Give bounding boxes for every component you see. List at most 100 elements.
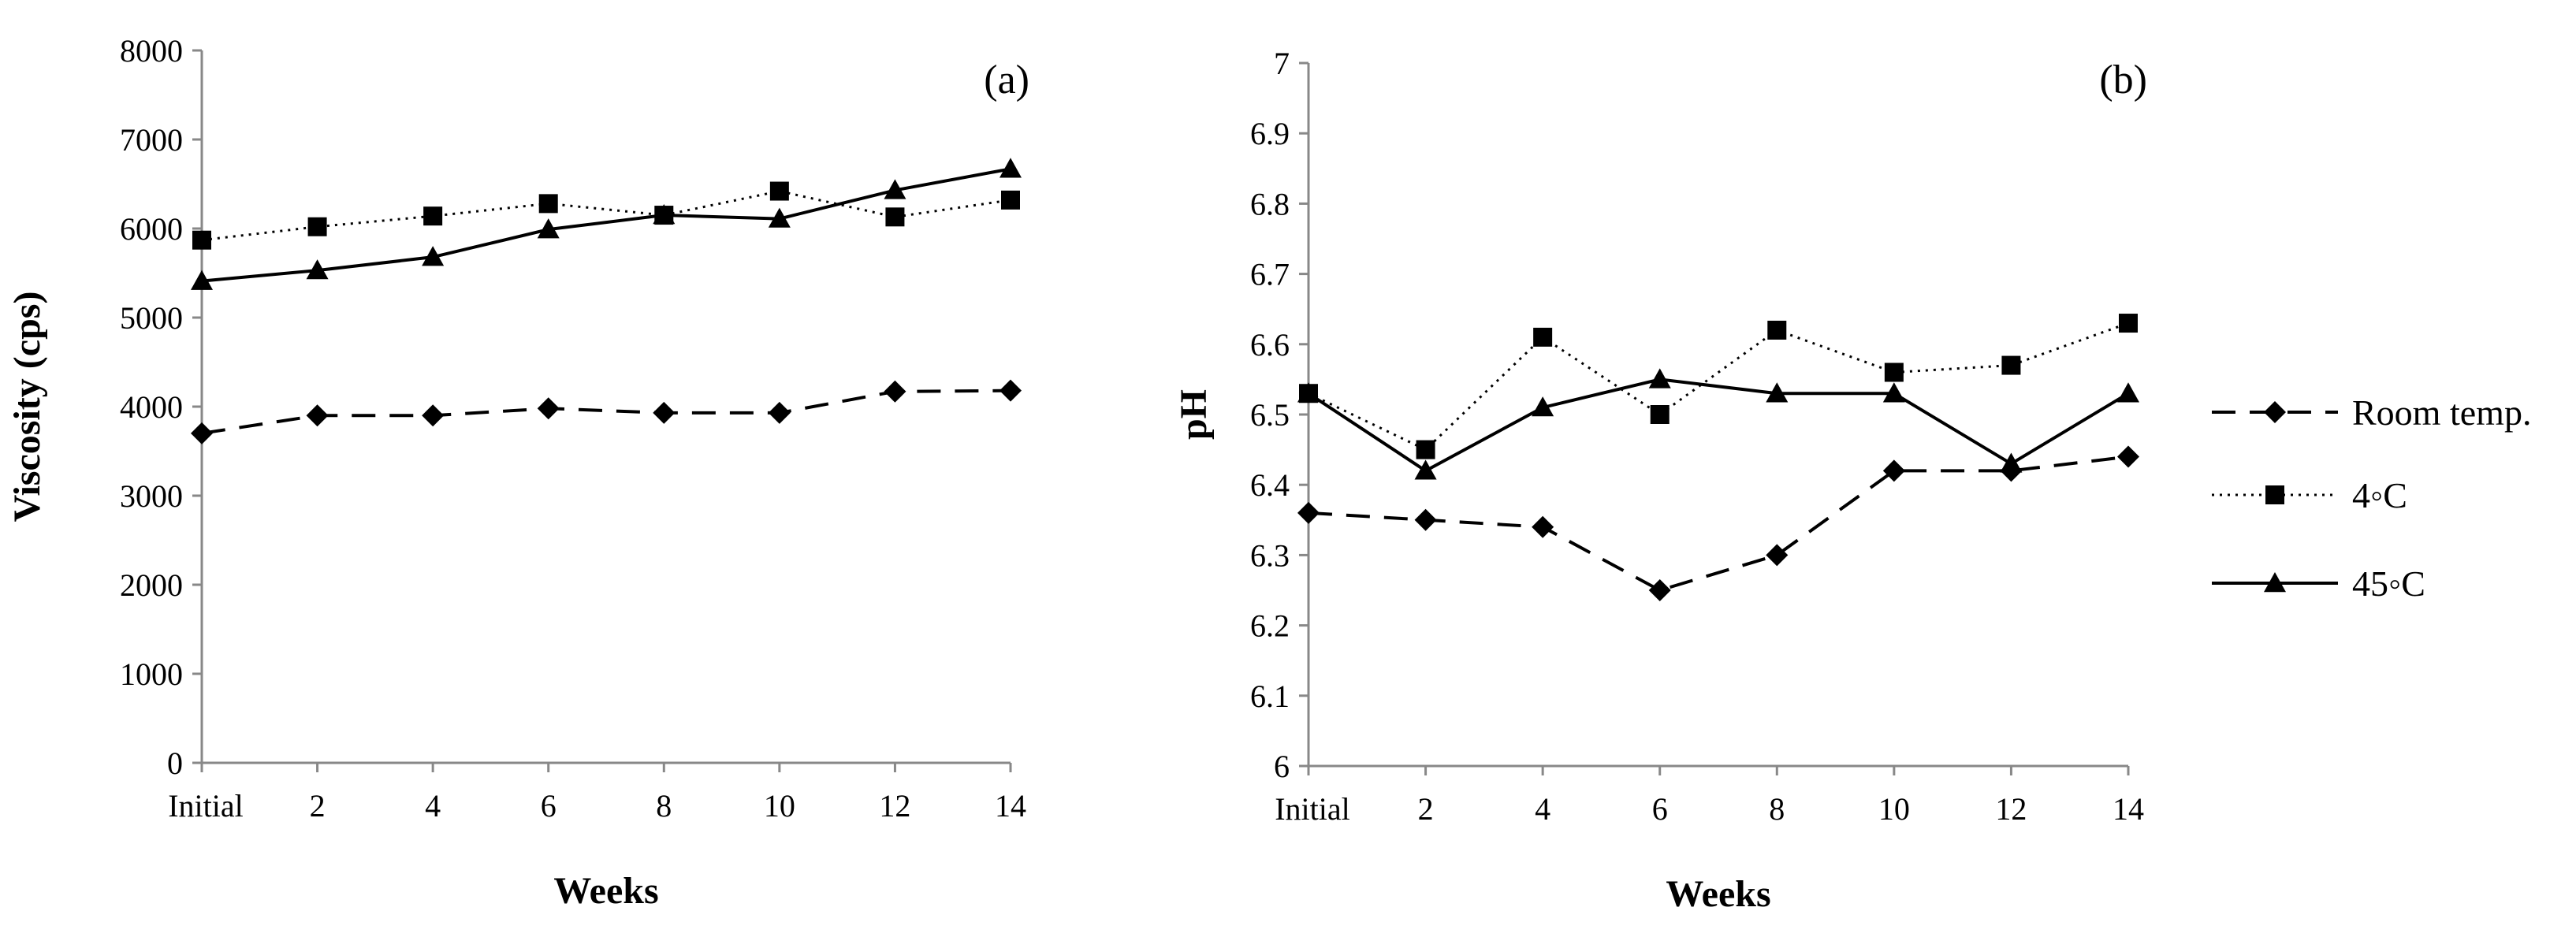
a-series-line-1 (201, 190, 1011, 242)
b-series-0-point (1648, 579, 1671, 601)
b-y-tick-label: 7 (1274, 46, 1290, 81)
b-x-tick-label: 8 (1769, 791, 1785, 827)
b-series-0-point (1766, 544, 1789, 567)
b-series-2-point (1766, 382, 1789, 403)
b-series-0-point (1297, 501, 1320, 524)
a-series-0-point (653, 401, 676, 424)
a-series-0-point (884, 380, 906, 403)
b-series-2-point (1297, 382, 1320, 403)
b-series-2-point (1532, 396, 1554, 417)
a-y-tick-label: 5000 (120, 300, 183, 336)
a-series-line-0 (201, 389, 1011, 435)
a-series-1-point (885, 207, 905, 227)
b-series-1-point (2001, 355, 2021, 375)
a-series-1-point (423, 206, 443, 226)
b-x-tick-label: Initial (1275, 791, 1350, 827)
legend: Room temp. 4◦C 45◦C (2212, 392, 2531, 604)
a-series-2-point (537, 218, 560, 239)
a-series-1-point (769, 181, 789, 201)
b-y-tick-label: 6.9 (1250, 116, 1290, 151)
a-x-tick-label: 2 (310, 788, 326, 824)
a-series-1-point (192, 230, 211, 250)
b-series-1-point (1416, 440, 1435, 459)
a-x-tick-label: 12 (879, 788, 910, 824)
b-y-tick-label: 6.3 (1250, 537, 1290, 573)
a-x-axis-label: Weeks (553, 870, 658, 912)
a-series-0-point (306, 404, 329, 427)
a-y-tick-label: 8000 (120, 33, 183, 69)
a-panel-label: (a) (984, 58, 1029, 102)
b-series-line-2 (1307, 377, 2130, 473)
a-x-tick-label: 6 (541, 788, 557, 824)
a-y-axis-label: Viscosity (cps) (6, 292, 48, 522)
legend-marker-1 (2265, 485, 2284, 504)
b-series-0-point (1414, 508, 1437, 531)
legend-label-0: Room temp. (2352, 392, 2531, 433)
b-series-0-point (2117, 445, 2139, 468)
a-series-2-point (653, 204, 676, 225)
b-series-2-point (2117, 382, 2139, 403)
a-x-tick-label: 8 (656, 788, 672, 824)
a-y-tick-label: 3000 (120, 478, 183, 514)
b-y-tick-label: 6.7 (1250, 257, 1290, 292)
a-x-tick-label: 10 (764, 788, 795, 824)
a-x-tick-label: 4 (425, 788, 441, 824)
b-y-tick-label: 6.2 (1250, 608, 1290, 644)
b-y-axis-label: pH (1173, 389, 1215, 440)
a-series-1-point (1001, 190, 1020, 210)
a-series-0-point (768, 401, 791, 424)
b-x-tick-label: 12 (1995, 791, 2027, 827)
a-y-tick-label: 6000 (120, 211, 183, 247)
b-series-1-point (2119, 314, 2138, 333)
b-x-tick-label: 2 (1418, 791, 1434, 827)
b-x-tick-label: 14 (2113, 791, 2144, 827)
b-series-1-point (1884, 363, 1904, 382)
b-series-1-point (1650, 405, 1670, 424)
a-series-2-point (191, 270, 213, 290)
a-series-2-point (1000, 158, 1022, 178)
b-series-1-point (1533, 327, 1553, 347)
b-y-tick-label: 6 (1274, 749, 1290, 784)
a-series-2-point (422, 246, 445, 266)
a-series-2-point (768, 207, 791, 228)
a-series-2-point (884, 179, 906, 199)
a-series-line-2 (201, 167, 1011, 283)
a-series-0-point (1000, 379, 1022, 402)
b-panel-label: (b) (2099, 58, 2147, 102)
legend-marker-0 (2264, 401, 2286, 423)
b-x-axis-label: Weeks (1666, 873, 1770, 915)
b-series-0-point (1882, 459, 1905, 482)
a-x-tick-label: 14 (995, 788, 1026, 824)
a-series-0-point (191, 422, 213, 444)
legend-label-1: 4◦C (2352, 475, 2407, 515)
b-series-line-1 (1308, 322, 2129, 452)
a-series-1-point (307, 217, 327, 236)
a-y-tick-label: 1000 (120, 656, 183, 692)
b-series-line-0 (1308, 455, 2129, 593)
viscosity-chart: 0 1000 2000 3000 4000 5000 6000 7000 8000 Initial… (6, 33, 1029, 912)
b-x-tick-label: 10 (1878, 791, 1910, 827)
b-series-1-point (1767, 320, 1787, 340)
b-y-tick-label: 6.1 (1250, 679, 1290, 714)
a-y-tick-label: 4000 (120, 389, 183, 425)
b-series-2-point (2000, 452, 2023, 473)
a-y-tick-label: 7000 (120, 122, 183, 158)
a-x-tick-label: Initial (168, 788, 244, 824)
b-series-2-point (1648, 368, 1671, 389)
a-y-tick-label: 2000 (120, 567, 183, 603)
a-series-2-point (306, 259, 329, 280)
b-y-tick-label: 6.6 (1250, 327, 1290, 363)
a-series-0-point (422, 404, 445, 427)
b-y-tick-label: 6.4 (1250, 467, 1290, 503)
b-series-2-point (1882, 382, 1905, 403)
legend-label-2: 45◦C (2352, 563, 2425, 604)
legend-marker-2 (2264, 572, 2286, 593)
b-y-tick-label: 6.5 (1250, 397, 1290, 433)
a-series-1-point (538, 194, 558, 214)
b-x-tick-label: 6 (1652, 791, 1668, 827)
b-series-2-point (1414, 459, 1437, 480)
ph-chart: 6 6.1 6.2 6.3 6.4 6.5 6.6 6.7 6.8 6.9 7 Initial 2 4 6 8… (1173, 46, 2147, 915)
b-y-tick-label: 6.8 (1250, 186, 1290, 221)
b-series-0-point (1532, 515, 1554, 538)
